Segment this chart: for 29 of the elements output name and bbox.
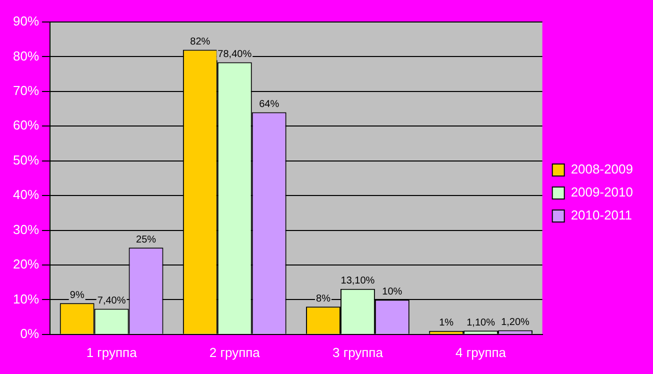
legend-label: 2008-2009 (570, 162, 634, 177)
y-tick-label: 80% (12, 48, 40, 64)
legend-label: 2010-2011 (570, 208, 632, 223)
data-label: 13,10% (340, 276, 375, 287)
x-tick-label: 2 группа (209, 344, 261, 360)
data-label: 9% (70, 290, 84, 301)
y-tick-label: 70% (12, 83, 40, 98)
data-label: 1% (439, 318, 454, 329)
data-label: 1,20% (501, 316, 530, 328)
y-tick-label: 60% (12, 118, 40, 133)
data-label: 10% (382, 286, 402, 298)
y-tick-label: 30% (12, 222, 40, 237)
data-label: 7,40% (97, 295, 126, 306)
y-tick-label: 0% (20, 326, 40, 341)
x-tick-label: 1 группа (86, 344, 138, 360)
legend-label: 2009-2010 (570, 184, 634, 200)
y-tick-label: 10% (12, 291, 40, 306)
y-tick-label: 90% (12, 14, 40, 29)
data-label: 82% (190, 36, 210, 48)
x-tick-label: 4 группа (456, 344, 507, 360)
y-tick-label: 40% (12, 187, 40, 202)
data-label: 8% (316, 293, 331, 304)
data-label: 25% (136, 234, 156, 246)
data-label: 64% (259, 99, 280, 110)
data-label: 1,10% (466, 317, 496, 328)
y-tick-label: 20% (12, 256, 40, 272)
x-tick-label: 3 группа (332, 344, 384, 360)
data-label: 78,40% (218, 49, 252, 60)
y-tick-label: 50% (12, 152, 40, 168)
